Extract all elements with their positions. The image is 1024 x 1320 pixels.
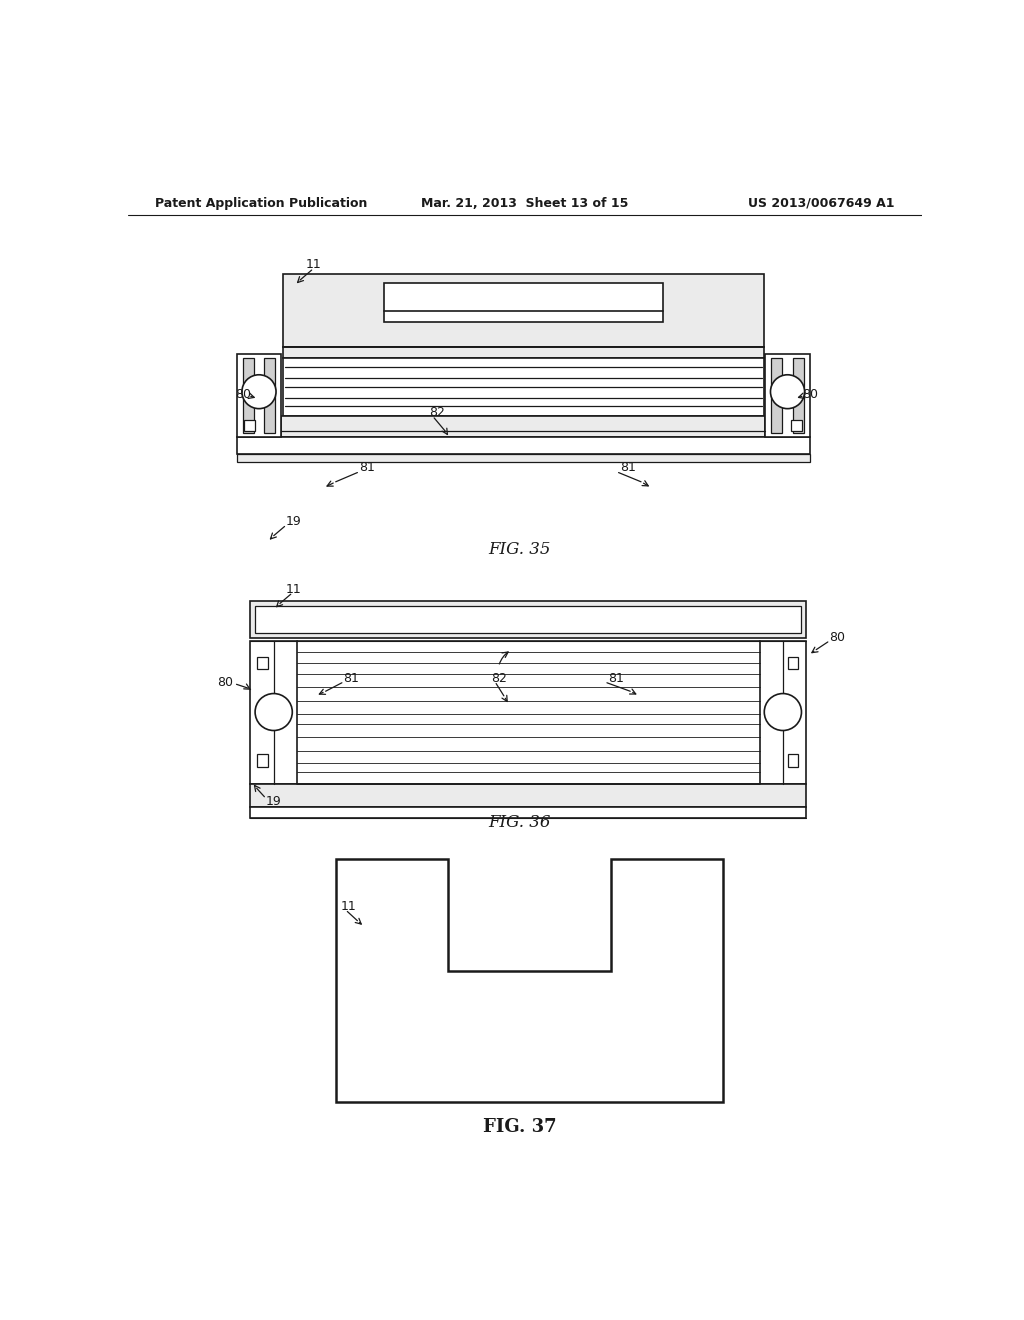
- Circle shape: [770, 375, 805, 409]
- Text: 81: 81: [359, 462, 375, 474]
- Circle shape: [764, 693, 802, 730]
- Bar: [793, 358, 804, 433]
- Bar: [282, 416, 765, 437]
- Bar: [787, 656, 799, 669]
- Text: 81: 81: [621, 462, 636, 474]
- Bar: [251, 642, 297, 784]
- Text: 81: 81: [343, 672, 359, 685]
- PathPatch shape: [336, 859, 723, 1102]
- Bar: [283, 347, 764, 358]
- Bar: [251, 784, 806, 807]
- Text: Patent Application Publication: Patent Application Publication: [155, 197, 368, 210]
- Bar: [792, 420, 802, 430]
- Text: 82: 82: [429, 407, 444, 418]
- Bar: [245, 420, 255, 430]
- Bar: [251, 807, 806, 818]
- Bar: [237, 454, 810, 462]
- Circle shape: [242, 375, 276, 409]
- Text: FIG. 36: FIG. 36: [488, 813, 551, 830]
- Circle shape: [255, 693, 292, 730]
- Text: 11: 11: [286, 583, 301, 597]
- Text: 80: 80: [829, 631, 846, 644]
- Text: 80: 80: [217, 676, 232, 689]
- Bar: [264, 358, 275, 433]
- Bar: [237, 354, 282, 437]
- Bar: [251, 601, 806, 638]
- Bar: [257, 755, 267, 767]
- Bar: [283, 358, 764, 416]
- Bar: [283, 275, 764, 347]
- Bar: [760, 642, 806, 784]
- Text: 19: 19: [266, 795, 282, 808]
- Bar: [255, 606, 802, 634]
- Text: 11: 11: [340, 900, 356, 913]
- Text: 80: 80: [802, 388, 818, 400]
- Bar: [243, 358, 254, 433]
- Text: 80: 80: [234, 388, 251, 400]
- Bar: [765, 354, 810, 437]
- Text: 11: 11: [306, 259, 322, 271]
- Bar: [384, 284, 663, 322]
- Text: US 2013/0067649 A1: US 2013/0067649 A1: [748, 197, 895, 210]
- Bar: [257, 656, 267, 669]
- Text: 82: 82: [490, 672, 507, 685]
- Text: Mar. 21, 2013  Sheet 13 of 15: Mar. 21, 2013 Sheet 13 of 15: [421, 197, 629, 210]
- Bar: [771, 358, 782, 433]
- Bar: [237, 437, 810, 454]
- Bar: [787, 755, 799, 767]
- Text: FIG. 35: FIG. 35: [488, 541, 551, 558]
- Text: 19: 19: [286, 515, 302, 528]
- Text: FIG. 37: FIG. 37: [482, 1118, 556, 1137]
- Text: 81: 81: [608, 672, 625, 685]
